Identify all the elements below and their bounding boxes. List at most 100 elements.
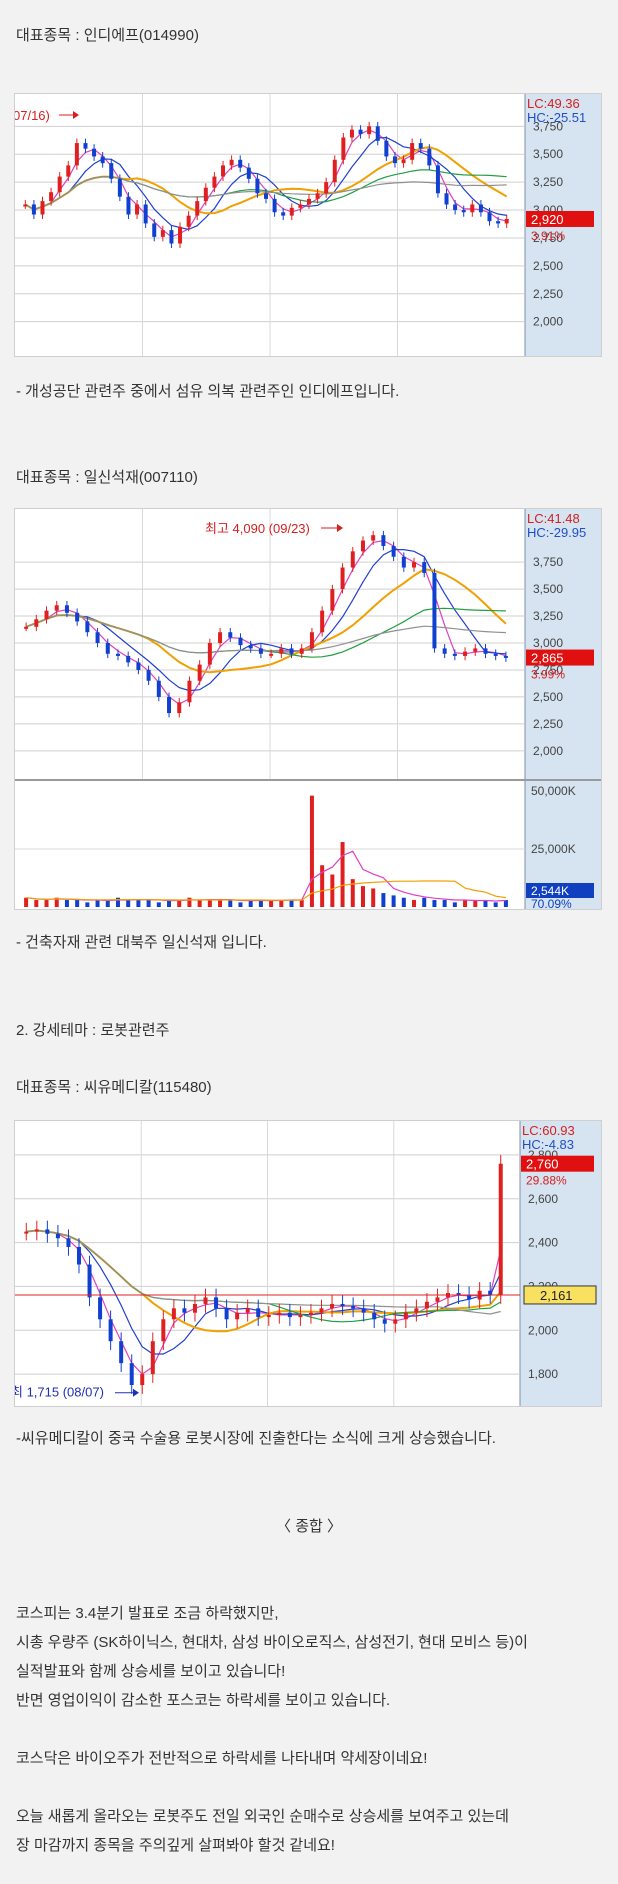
candle-body [324,182,329,194]
candle-body [98,1297,103,1320]
candle-body [309,632,314,649]
theme-heading: 2. 강세테마 : 로봇관련주 [16,1022,170,1039]
volume-bar [422,897,427,907]
hc-label: HC:-25.51 [527,110,586,125]
candle-body [287,1312,292,1318]
candle-body [412,562,417,568]
candle-body [358,129,363,135]
candle-body [444,193,449,205]
volume-bar [95,900,100,907]
candle-body [105,643,110,654]
candle-body [57,176,62,193]
volume-bar [309,795,314,907]
candle-body [140,1374,145,1386]
candle-body [392,156,397,164]
current-price-box [526,649,594,666]
summary-line: 오늘 새롭게 올라오는 로봇주도 전일 외국인 순매수로 상승세를 보여주고 있… [16,1808,509,1825]
summary-heading: 〈 종합 〉 [276,1518,342,1535]
volume-bar [218,900,223,907]
summary-line: 코스닥은 바이오주가 전반적으로 하락세를 나타내며 약세장이네요! [16,1750,428,1767]
candle-body [167,696,172,714]
volume-bar [350,879,355,907]
volume-bar [269,900,274,907]
ma5-line [26,1229,502,1375]
candle-body [64,605,69,613]
candle-body [34,1229,39,1232]
ma20-line [24,146,508,215]
ma120-line [26,1229,501,1315]
candle-body [340,1303,345,1307]
candle-body [340,567,345,590]
candle-body [367,126,372,135]
volume-tick-label: 25,000K [531,842,576,856]
candle-body [49,192,54,202]
volume-bar [371,888,376,907]
candle-body [319,1308,324,1313]
candle-body [414,1308,419,1313]
volume-bar [330,874,335,907]
candle-body [461,210,466,213]
candle-body [186,215,191,227]
volume-bar [136,900,141,907]
volume-bar [24,897,29,907]
y-tick-label: 2,000 [533,744,563,758]
volume-bar [187,897,192,907]
candle-body [341,137,346,160]
candle-body [246,167,251,179]
candle-body [381,535,386,546]
candle-body [44,610,49,620]
candle-body [298,1314,303,1318]
high-annotation: 07/16) [15,108,50,123]
candle-body [224,1308,229,1320]
y-tick-label: 2,000 [533,315,563,329]
y-tick-label: 2,500 [533,690,563,704]
candle-body [40,201,45,215]
candle-body [115,653,120,656]
candle-body [432,572,437,649]
candle-body [76,1246,81,1265]
candle-body [424,1301,429,1309]
candle-body [375,126,380,141]
volume-bar [503,900,508,907]
low-annotation: 최 1,715 (08/07) [15,1385,104,1400]
candle-body [126,196,131,215]
candle-body [330,1303,335,1309]
y-tick-label: 2,250 [533,287,563,301]
candle-body [452,653,457,656]
volume-bar [207,900,212,907]
candle-body [504,218,509,224]
candle-body [269,653,274,656]
candle-body [143,204,148,224]
candle-body [384,140,389,157]
volume-bar [320,865,325,907]
candle-body [264,193,268,199]
candle-body [126,655,131,663]
candle-body [23,204,28,207]
candle-body [351,1306,356,1309]
volume-bar [54,897,59,907]
candle-body [152,223,157,237]
candle-body [382,1319,387,1324]
chart-svg-cumedical: 1,8002,0002,2002,4002,6002,800LC:60.93HC… [15,1121,601,1406]
section2-caption: - 건축자재 관련 대북주 일신석재 입니다. [16,934,267,951]
candle-body [119,1341,124,1364]
stock-chart-ilshin: 2,000 2,250 2,500 2,750 3,000 3,250 3,500 3,750… [14,508,602,910]
chart-svg-indief: 2,0002,2502,5002,7503,0003,2503,5003,750… [15,94,601,356]
stock-chart-indief: 2,000 2,250 2,500 2,750 3,000 3,250 3,500 3,750… [14,93,602,357]
candle-body [289,207,294,216]
annotation-arrowhead [73,111,79,119]
current-price-label: 2,865 [531,651,564,666]
ma20-line [26,1229,502,1333]
candle-body [238,637,243,646]
candle-body [171,1308,176,1320]
y-tick-label: 3,750 [533,119,563,133]
candle-body [391,545,396,557]
candle-body [487,212,492,222]
candle-body [427,148,432,166]
candle-body [214,1297,219,1309]
lc-label: LC:41.48 [527,511,580,526]
candle-body [177,702,182,714]
y-tick-label: 3,250 [533,609,563,623]
annotation-arrowhead [337,524,343,532]
y-tick-label: 2,000 [528,1323,558,1337]
